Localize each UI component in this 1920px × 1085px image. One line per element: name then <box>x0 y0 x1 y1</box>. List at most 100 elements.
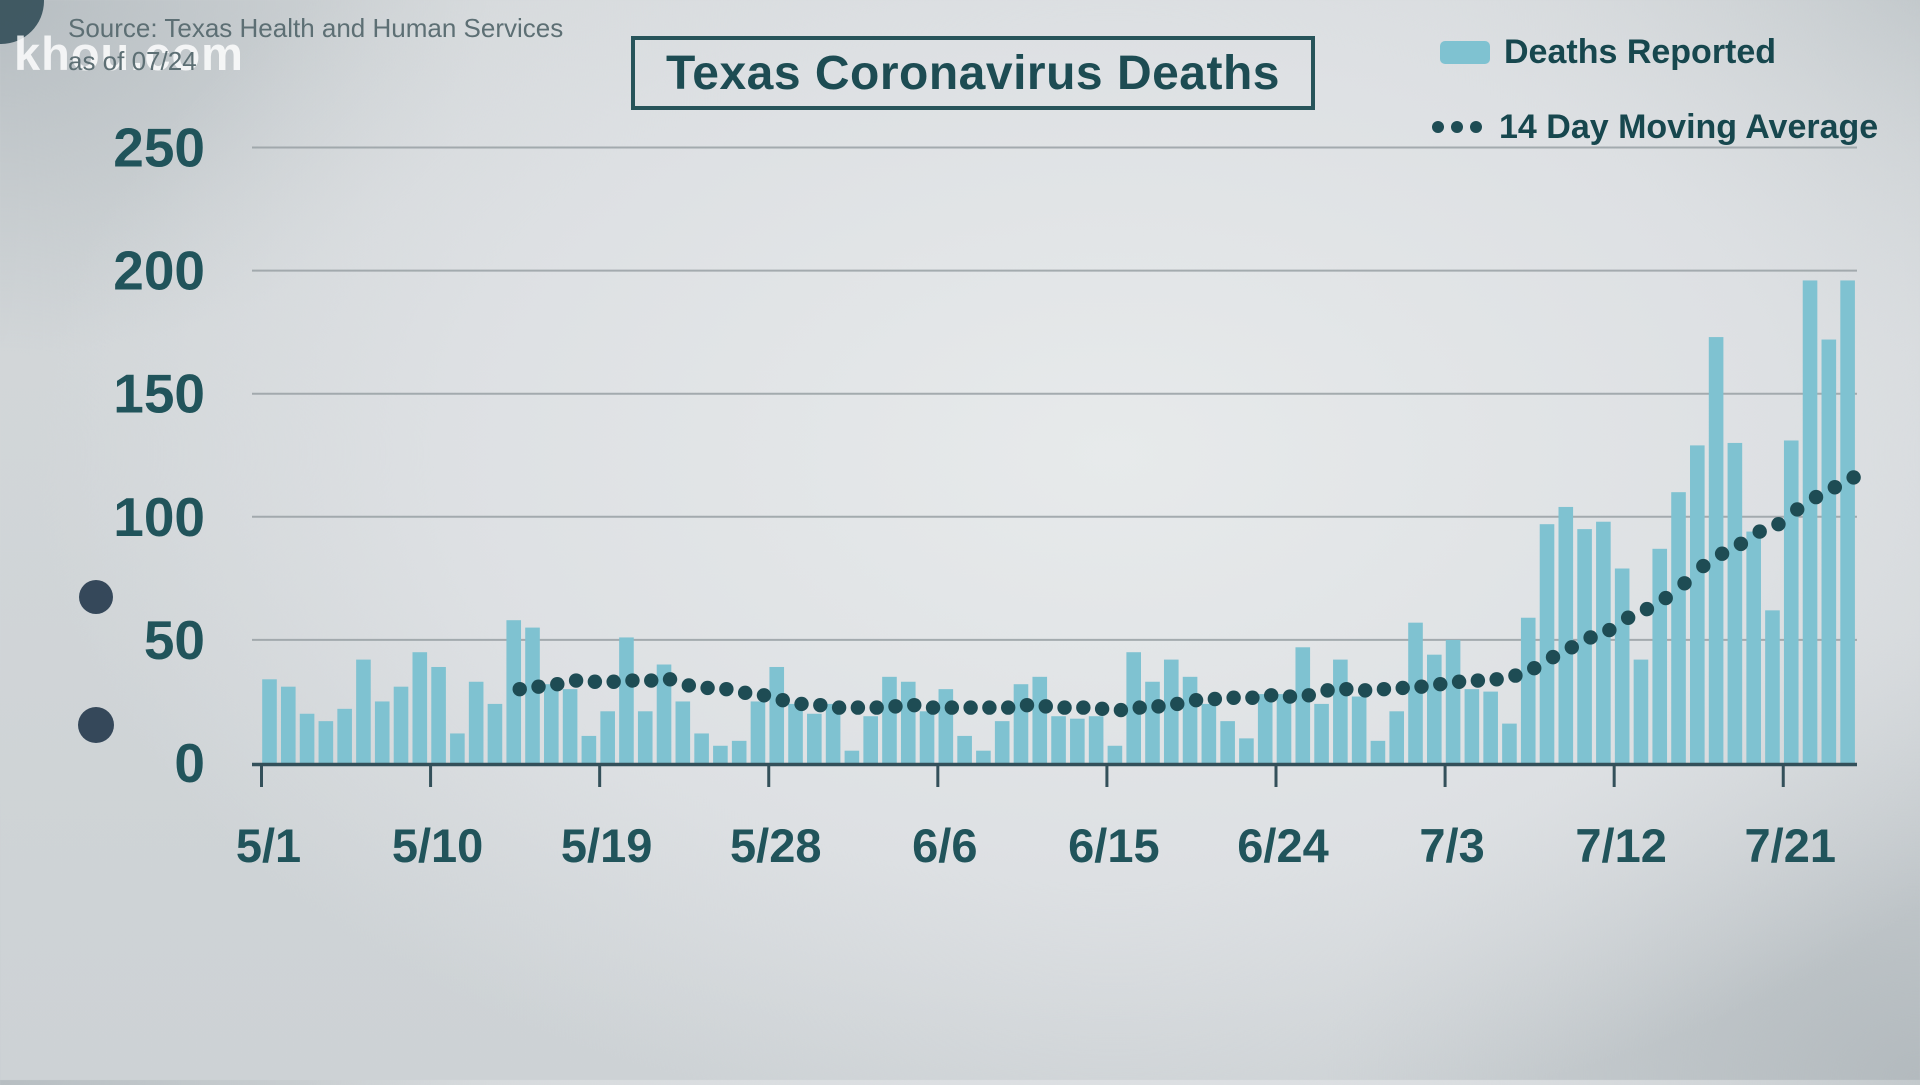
bar-6/5 <box>919 711 935 763</box>
moving-average-dot-6/17 <box>1151 699 1166 714</box>
legend-moving-average: 14 Day Moving Average <box>1432 105 1878 149</box>
moving-average-dot-5/17 <box>568 673 584 688</box>
moving-average-dot-6/23 <box>1264 688 1279 703</box>
moving-average-dot-7/2 <box>1433 677 1448 692</box>
moving-average-dot-5/31 <box>831 700 847 715</box>
moving-average-dot-7/23 <box>1827 480 1843 495</box>
x-axis-label-7/21: 7/21 <box>1745 819 1836 872</box>
x-axis-label-5/1: 5/1 <box>236 819 301 872</box>
moving-average-dot-6/18 <box>1170 696 1185 712</box>
bar-5/7 <box>374 701 390 763</box>
moving-average-dot-5/27 <box>756 688 772 703</box>
bar-6/3 <box>882 676 897 763</box>
moving-average-dot-6/16 <box>1132 700 1147 715</box>
moving-average-dot-7/9 <box>1564 640 1580 655</box>
moving-average-dot-7/18 <box>1733 536 1749 552</box>
bar-5/18 <box>581 735 597 763</box>
bar-5/4 <box>318 721 334 763</box>
x-axis-label-6/24: 6/24 <box>1237 819 1328 872</box>
bar-legend-swatch <box>1440 40 1490 64</box>
bar-6/10 <box>1013 684 1029 763</box>
bar-5/12 <box>468 681 484 763</box>
bar-6/17 <box>1145 681 1160 763</box>
x-axis-label-5/28: 5/28 <box>730 819 821 872</box>
moving-average-dot-6/20 <box>1207 691 1223 707</box>
bar-6/4 <box>900 681 916 763</box>
moving-average-dot-7/6 <box>1508 668 1523 683</box>
y-axis-label-50: 50 <box>144 609 205 671</box>
bar-7/9 <box>1558 506 1574 763</box>
bar-6/21 <box>1220 721 1235 763</box>
bar-5/17 <box>562 689 578 763</box>
moving-average-dot-6/21 <box>1226 690 1241 705</box>
moving-average-dot-5/14 <box>512 681 527 697</box>
bar-5/1 <box>262 679 277 763</box>
x-axis-label-6/15: 6/15 <box>1068 819 1159 872</box>
bar-5/9 <box>412 652 428 763</box>
bar-7/23 <box>1821 339 1837 763</box>
bar-5/25 <box>713 745 728 763</box>
bar-5/30 <box>807 713 822 763</box>
bar-7/2 <box>1426 654 1442 763</box>
moving-average-dot-7/1 <box>1414 679 1429 694</box>
source-line: Source: Texas Health and Human Services <box>68 13 564 43</box>
bar-7/19 <box>1746 531 1761 763</box>
y-axis-label-150: 150 <box>113 363 205 425</box>
bar-7/24 <box>1840 280 1855 763</box>
moving-average-dot-6/10 <box>1019 697 1035 713</box>
bar-5/29 <box>788 703 803 763</box>
moving-average-dot-7/15 <box>1677 576 1692 591</box>
x-axis-label-5/19: 5/19 <box>561 819 652 872</box>
moving-average-dot-7/20 <box>1771 516 1786 532</box>
bar-5/10 <box>431 666 446 763</box>
moving-average-dot-5/25 <box>719 681 734 697</box>
moving-average-dot-7/12 <box>1620 610 1636 625</box>
moving-average-dot-6/19 <box>1188 693 1204 708</box>
bar-5/8 <box>393 686 409 763</box>
moving-average-dot-6/22 <box>1245 690 1260 705</box>
bar-5/2 <box>280 686 296 763</box>
moving-average-dot-7/24 <box>1846 470 1861 485</box>
bar-6/25 <box>1295 647 1311 763</box>
moving-average-dot-5/16 <box>550 677 565 692</box>
bar-6/9 <box>994 721 1010 763</box>
bar-5/20 <box>619 637 634 763</box>
bar-7/4 <box>1464 689 1480 763</box>
moving-average-dot-6/5 <box>925 700 941 715</box>
moving-average-dot-5/15 <box>531 679 546 694</box>
bar-7/3 <box>1445 639 1461 763</box>
bar-6/1 <box>844 750 860 763</box>
bar-5/28 <box>769 666 785 763</box>
moving-average-dot-6/27 <box>1339 681 1354 697</box>
moving-average-dot-7/5 <box>1489 672 1504 687</box>
x-axis-label-5/10: 5/10 <box>392 819 483 872</box>
chart-title-box: Texas Coronavirus Deaths <box>631 36 1315 110</box>
bar-legend-label: Deaths Reported <box>1504 32 1777 71</box>
moving-average-dot-6/4 <box>907 697 922 713</box>
moving-average-dot-6/26 <box>1320 683 1335 698</box>
moving-average-dot-6/3 <box>888 699 903 714</box>
bar-5/21 <box>637 711 653 763</box>
moving-average-dot-5/28 <box>775 693 790 708</box>
moving-average-dot-6/1 <box>850 700 866 715</box>
bar-7/16 <box>1690 445 1705 763</box>
bar-6/14 <box>1088 716 1104 763</box>
x-axis-label-7/12: 7/12 <box>1575 819 1666 872</box>
moving-average-dot-6/15 <box>1113 702 1129 718</box>
chart-title: Texas Coronavirus Deaths <box>666 46 1280 100</box>
moving-average-dot-6/14 <box>1094 701 1110 717</box>
bar-6/2 <box>863 716 878 763</box>
moving-average-dot-7/14 <box>1658 590 1673 606</box>
moving-average-dot-6/9 <box>1000 700 1016 715</box>
bar-5/16 <box>544 684 559 763</box>
station-watermark: khou.com <box>14 27 244 80</box>
source-attribution: Source: Texas Health and Human Services … <box>68 12 563 78</box>
moving-average-dot-6/6 <box>944 700 960 715</box>
bar-7/8 <box>1539 524 1555 763</box>
bar-6/12 <box>1051 716 1066 763</box>
y-axis-label-200: 200 <box>113 240 205 302</box>
moving-average-dot-5/22 <box>662 672 678 687</box>
legend-deaths-reported: Deaths Reported <box>1440 30 1776 74</box>
